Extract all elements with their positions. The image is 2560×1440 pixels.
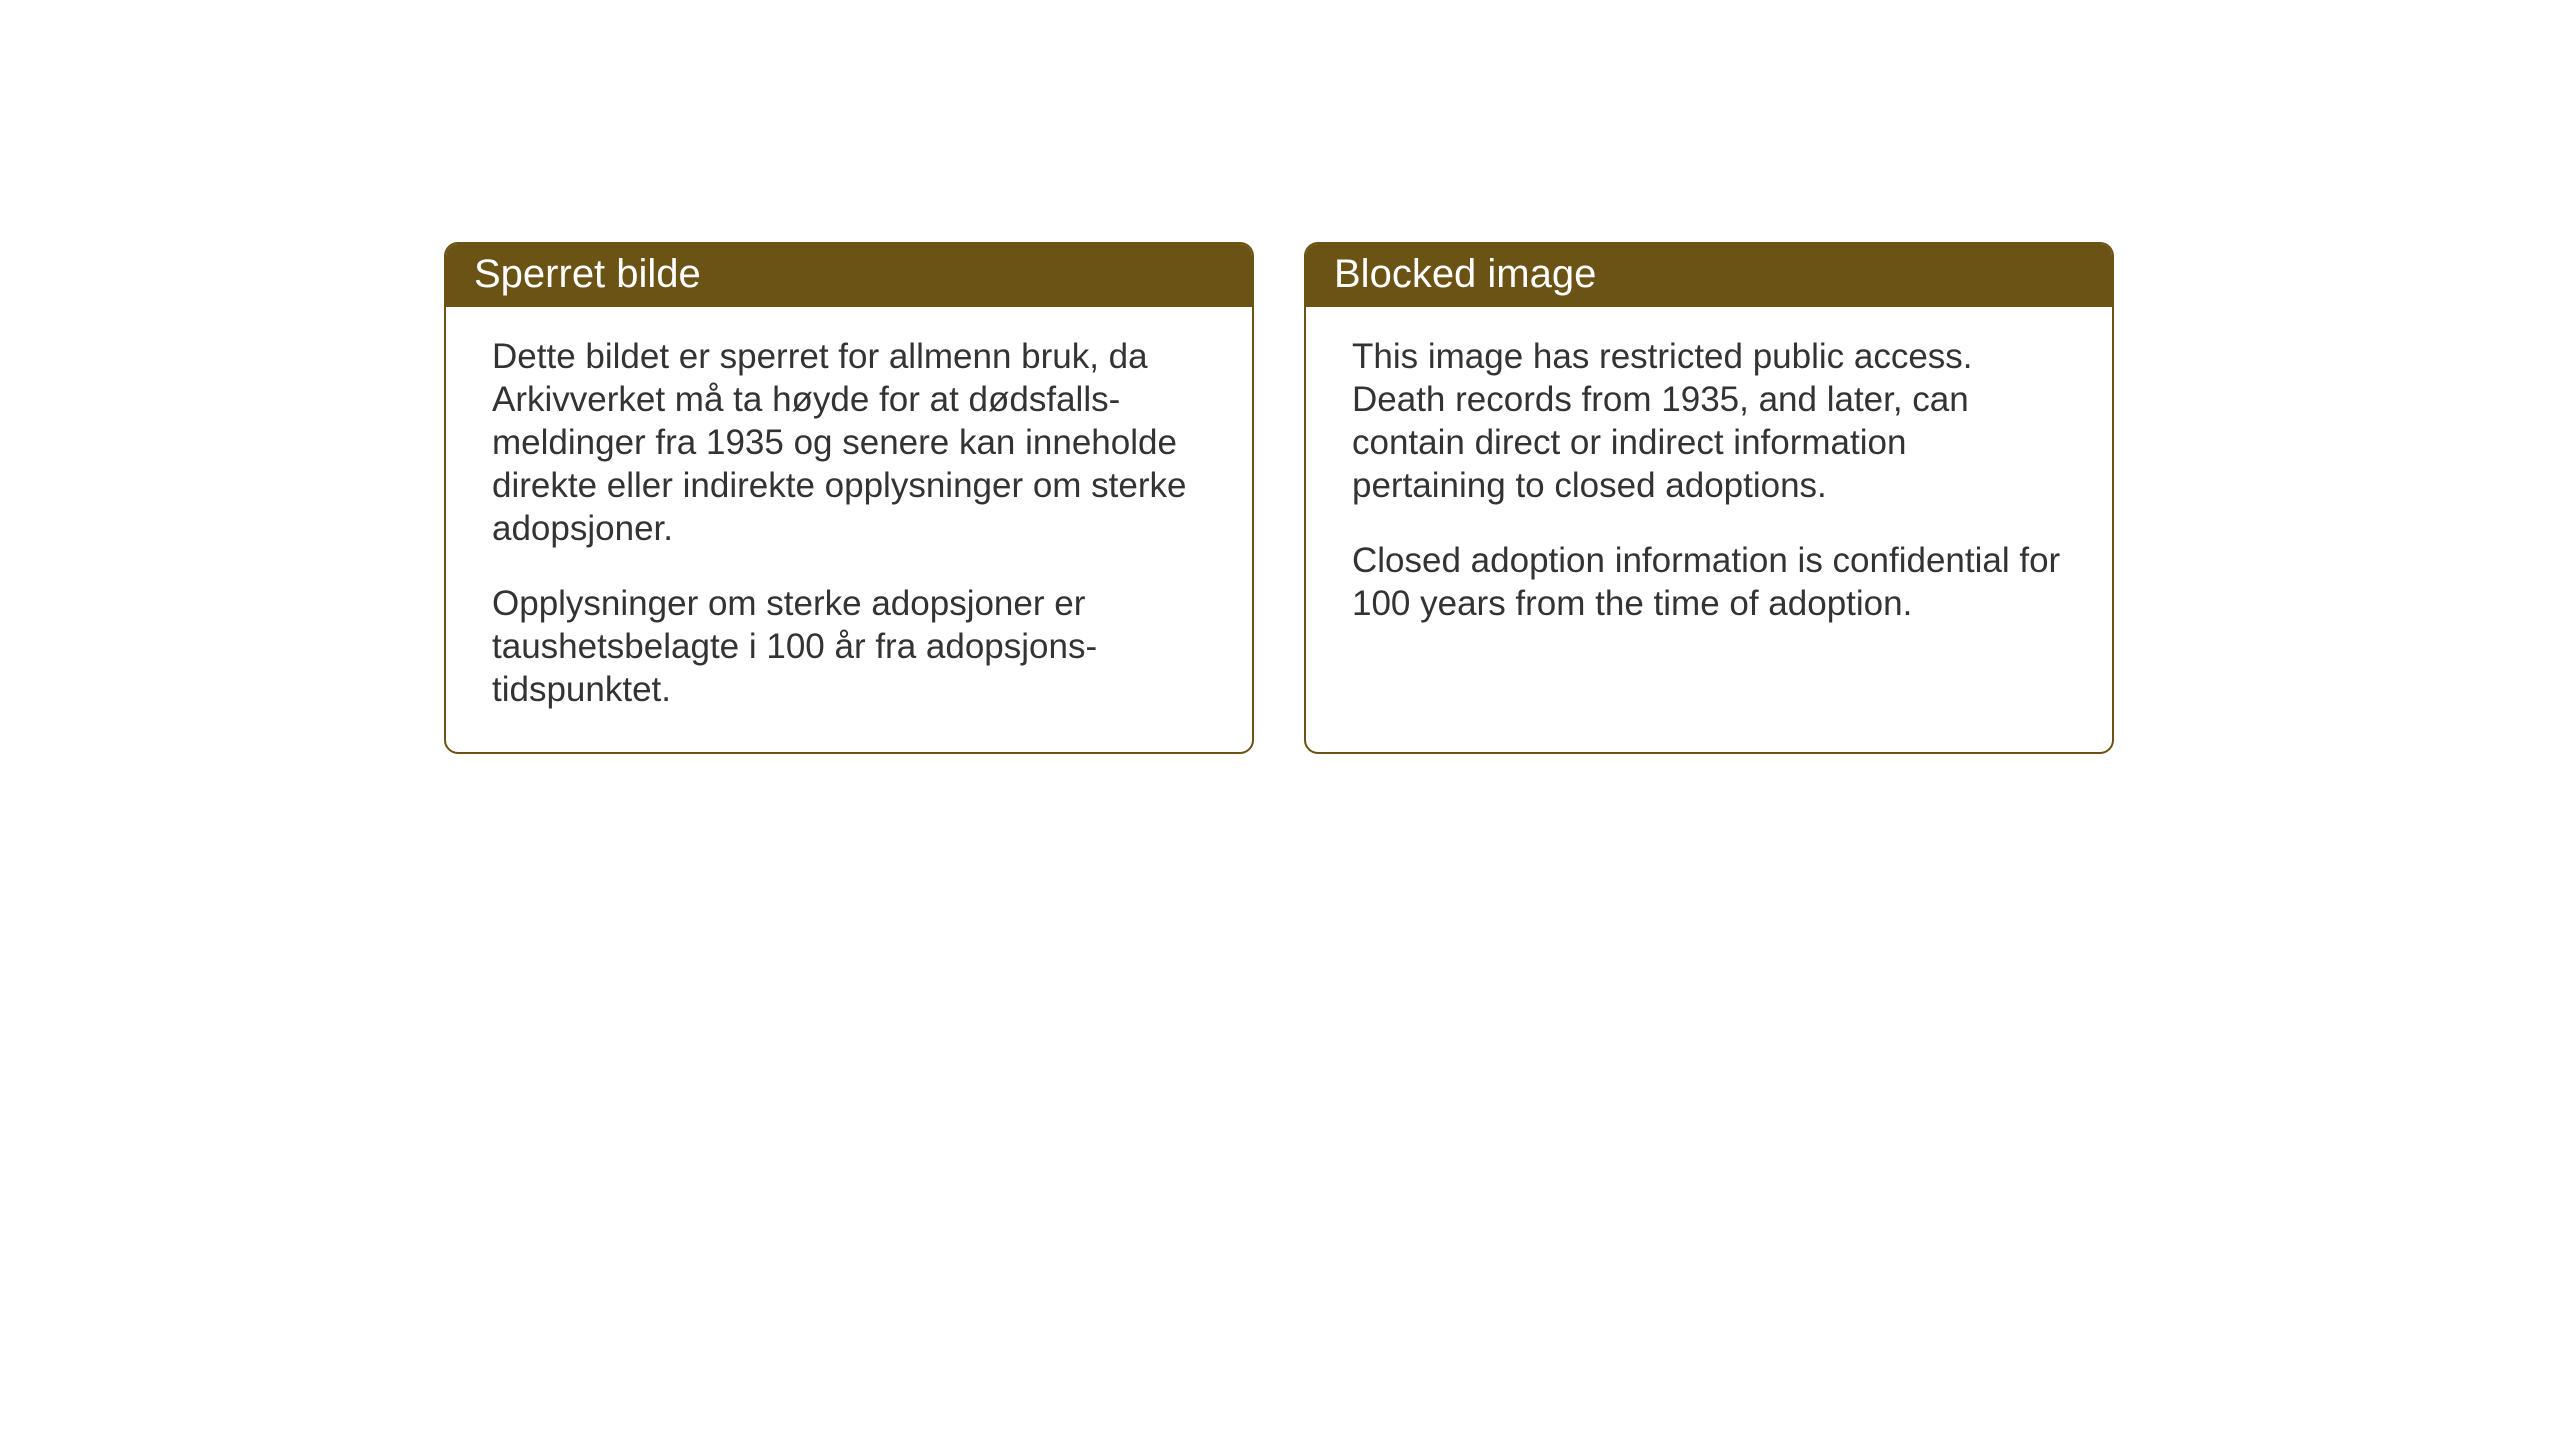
- notice-paragraph-2-english: Closed adoption information is confident…: [1352, 539, 2066, 625]
- notice-box-english: Blocked image This image has restricted …: [1304, 242, 2114, 754]
- notice-body-norwegian: Dette bildet er sperret for allmenn bruk…: [446, 307, 1252, 747]
- notice-title-norwegian: Sperret bilde: [474, 252, 701, 296]
- notice-container: Sperret bilde Dette bildet er sperret fo…: [444, 242, 2114, 754]
- notice-paragraph-2-norwegian: Opplysninger om sterke adopsjoner er tau…: [492, 582, 1206, 711]
- notice-box-norwegian: Sperret bilde Dette bildet er sperret fo…: [444, 242, 1254, 754]
- notice-paragraph-1-norwegian: Dette bildet er sperret for allmenn bruk…: [492, 335, 1206, 550]
- notice-body-english: This image has restricted public access.…: [1306, 307, 2112, 661]
- notice-paragraph-1-english: This image has restricted public access.…: [1352, 335, 2066, 507]
- notice-header-norwegian: Sperret bilde: [446, 244, 1252, 307]
- notice-header-english: Blocked image: [1306, 244, 2112, 307]
- notice-title-english: Blocked image: [1334, 252, 1596, 296]
